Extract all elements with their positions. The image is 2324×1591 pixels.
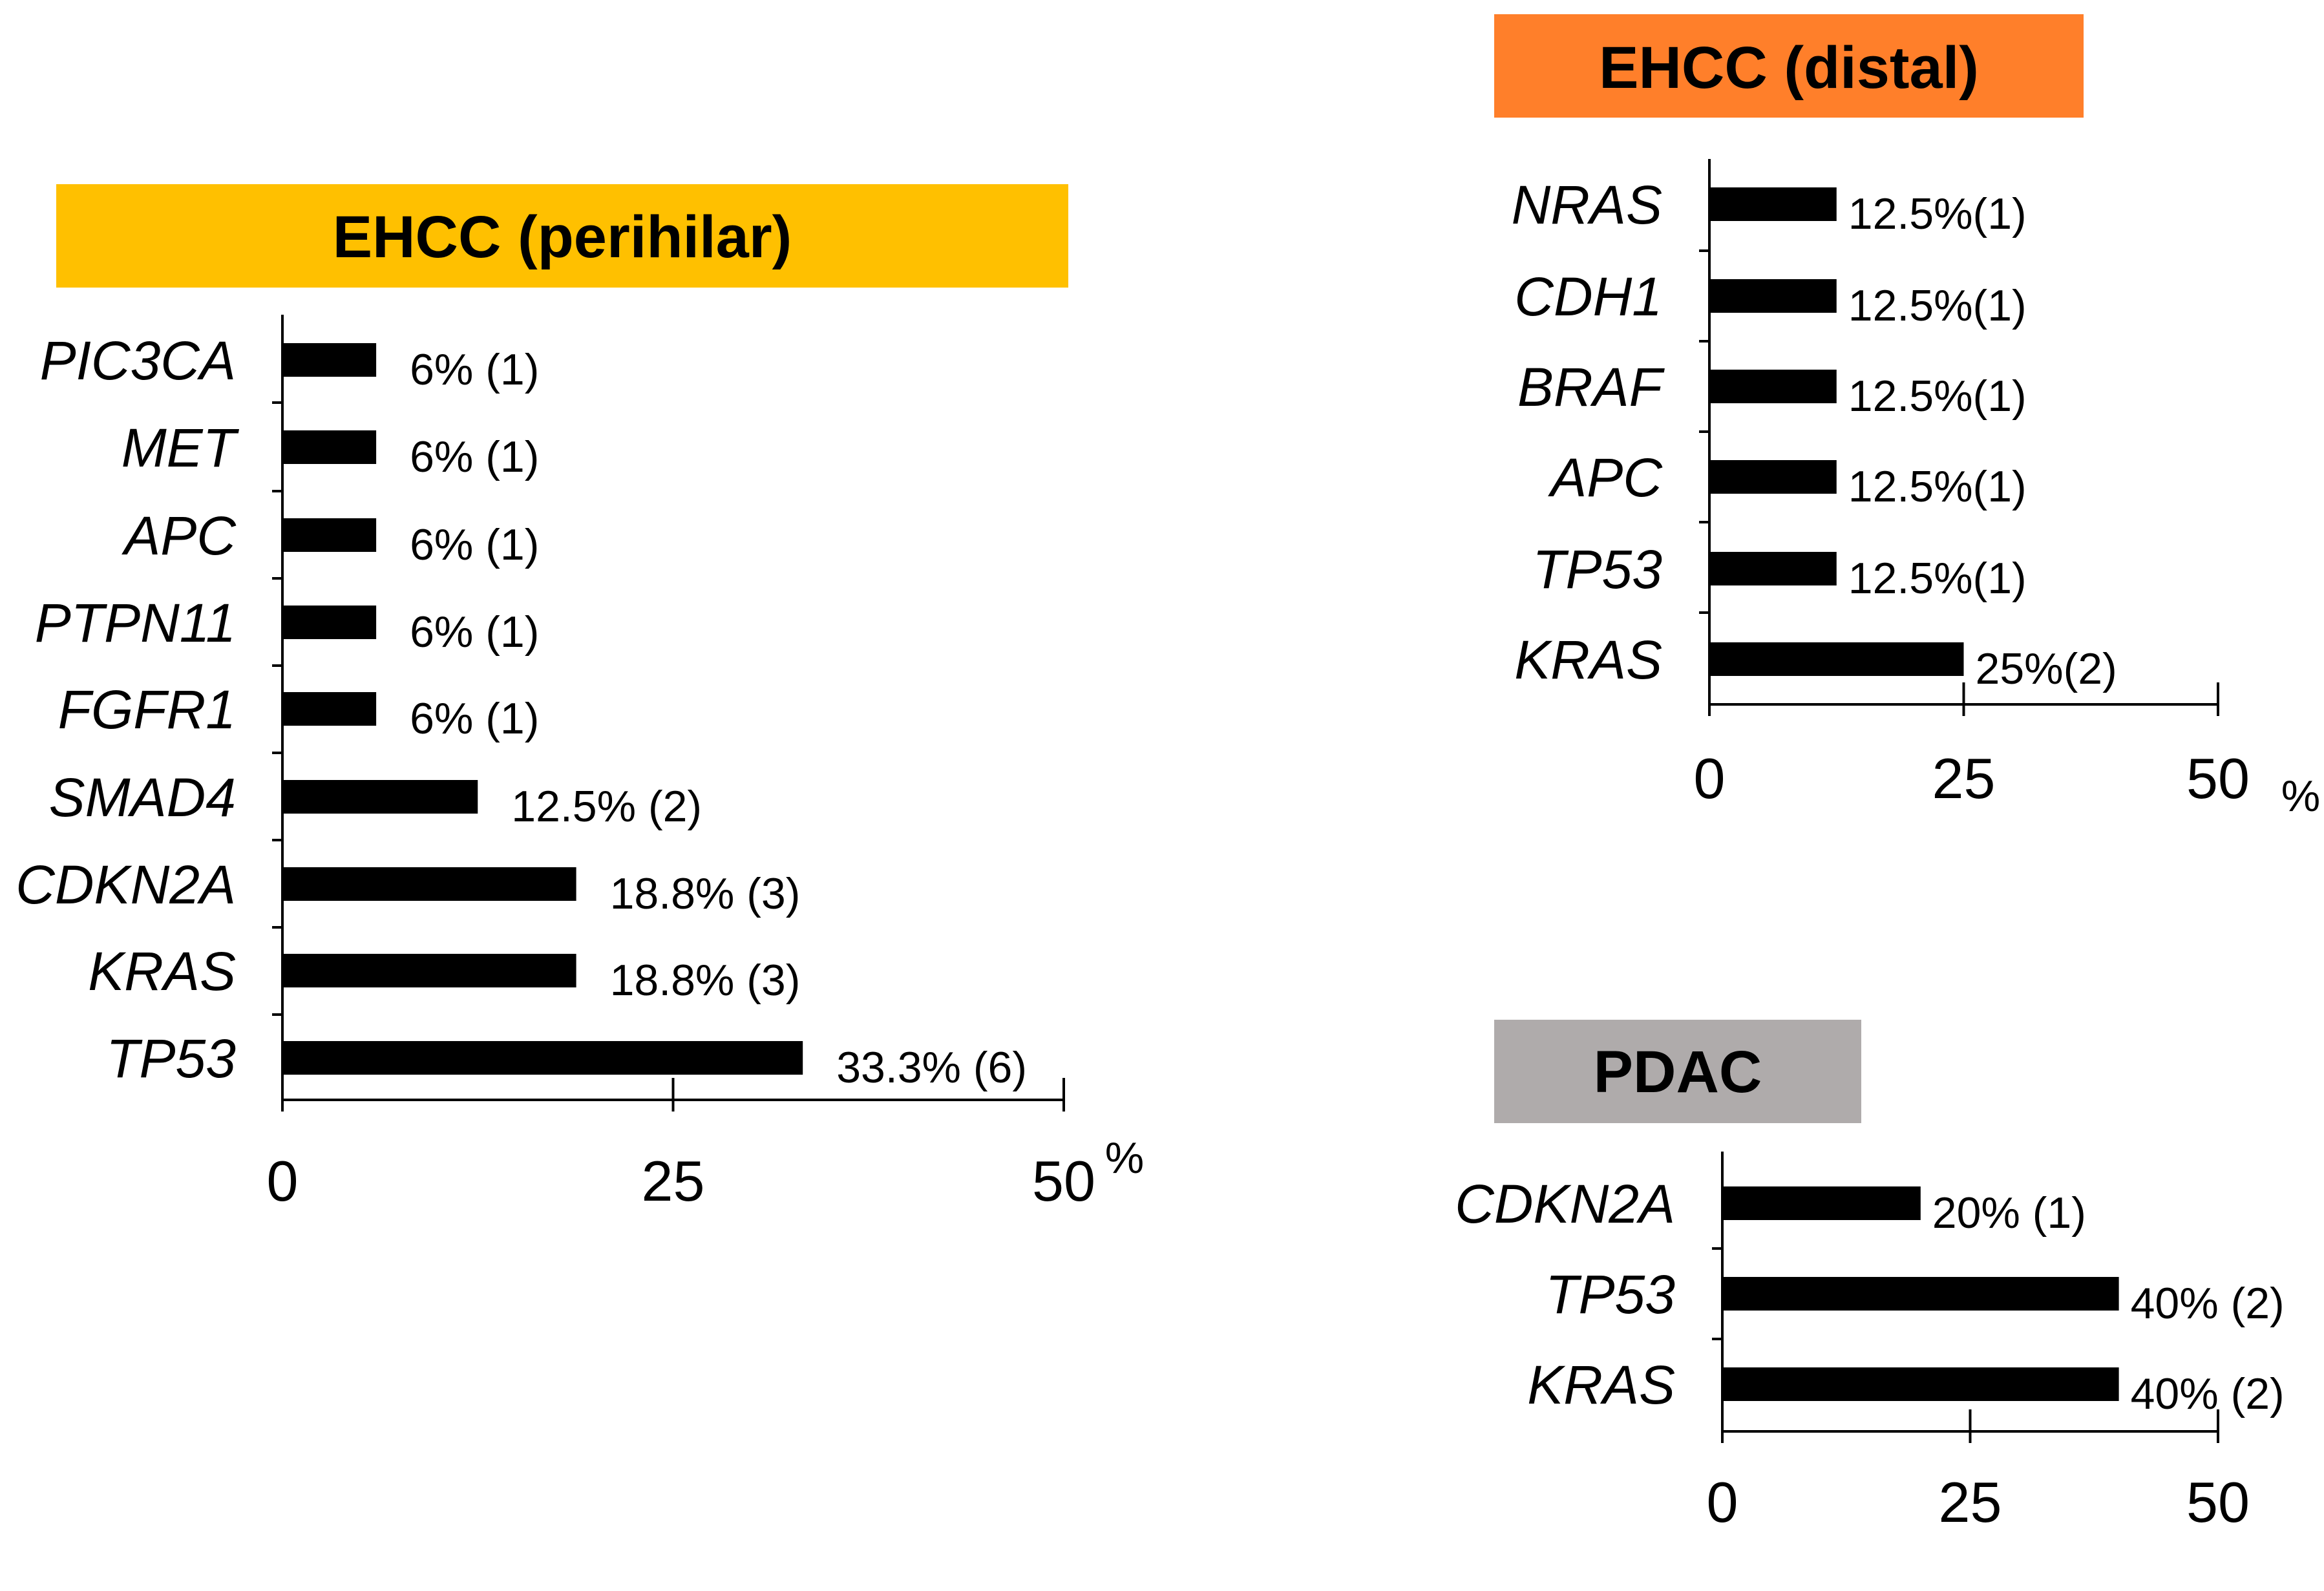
bar-perihilar-fgfr1: [282, 692, 377, 726]
category-label-distal-kras: KRAS: [1514, 629, 1662, 690]
bar-perihilar-kras: [282, 954, 576, 987]
bar-distal-apc: [1709, 460, 1837, 494]
data-label-perihilar-met: 6% (1): [410, 432, 539, 481]
data-label-perihilar-cdkn2a: 18.8% (3): [610, 869, 801, 918]
data-label-perihilar-smad4: 12.5% (2): [511, 782, 702, 831]
category-label-distal-cdh1: CDH1: [1514, 266, 1662, 327]
bar-perihilar-met: [282, 430, 377, 464]
category-label-perihilar-pic3ca: PIC3CA: [40, 330, 236, 391]
data-label-perihilar-tp53: 33.3% (6): [836, 1043, 1027, 1092]
chart-pdac: PDAC 0 25 50 CDKN2A 20% (1) TP53 40% (2) KRAS 40%…: [1455, 1020, 2285, 1534]
title-banner-perihilar: [56, 184, 1068, 288]
chart-title-distal: EHCC (distal): [1599, 35, 1979, 101]
bar-distal-kras: [1709, 642, 1964, 676]
x-tick-label-distal: 0: [1694, 746, 1726, 810]
bar-distal-nras: [1709, 187, 1837, 221]
data-label-distal-kras: 25%(2): [1976, 644, 2117, 693]
category-label-perihilar-fgfr1: FGFR1: [58, 679, 236, 740]
x-tick-label-pdac: 0: [1707, 1470, 1738, 1534]
bar-pdac-kras: [1722, 1367, 2119, 1401]
data-label-pdac-tp53: 40% (2): [2131, 1279, 2285, 1328]
x-tick-label-perihilar: 25: [642, 1149, 705, 1213]
title-banner-pdac: [1494, 1020, 1861, 1123]
category-label-pdac-kras: KRAS: [1527, 1354, 1675, 1415]
data-label-perihilar-apc: 6% (1): [410, 520, 539, 569]
category-label-distal-tp53: TP53: [1532, 539, 1662, 600]
data-label-distal-cdh1: 12.5%(1): [1848, 281, 2027, 330]
category-label-distal-braf: BRAF: [1517, 357, 1665, 417]
category-label-distal-nras: NRAS: [1512, 174, 1662, 235]
data-label-perihilar-pic3ca: 6% (1): [410, 345, 539, 394]
data-label-distal-nras: 12.5%(1): [1848, 189, 2027, 238]
category-label-perihilar-tp53: TP53: [106, 1028, 236, 1089]
category-label-perihilar-apc: APC: [121, 505, 237, 566]
bar-perihilar-apc: [282, 518, 377, 552]
category-label-perihilar-cdkn2a: CDKN2A: [16, 854, 236, 915]
bar-pdac-cdkn2a: [1722, 1186, 1921, 1220]
bar-pdac-tp53: [1722, 1277, 2119, 1311]
chart-ehcc-distal: EHCC (distal) 0 25 50 % NRAS 12.5%(1) CDH1 12.5%…: [1494, 14, 2320, 821]
data-label-distal-tp53: 12.5%(1): [1848, 554, 2027, 603]
bar-perihilar-smad4: [282, 780, 478, 814]
bar-perihilar-pic3ca: [282, 343, 377, 377]
title-banner-distal: [1494, 14, 2084, 118]
data-label-perihilar-fgfr1: 6% (1): [410, 694, 539, 743]
data-label-pdac-kras: 40% (2): [2131, 1369, 2285, 1418]
category-label-perihilar-met: MET: [121, 417, 240, 478]
bar-perihilar-cdkn2a: [282, 867, 576, 901]
category-label-pdac-tp53: TP53: [1545, 1264, 1675, 1325]
chart-ehcc-perihilar: EHCC (perihilar) 0 25 50 % PIC3CA 6% (1) MET 6% …: [16, 184, 1144, 1213]
category-label-perihilar-kras: KRAS: [88, 941, 236, 1002]
x-tick-label-distal: 50: [2186, 746, 2250, 810]
data-label-perihilar-kras: 18.8% (3): [610, 956, 801, 1005]
x-tick-label-pdac: 50: [2186, 1470, 2250, 1534]
chart-title-pdac: PDAC: [1594, 1039, 1762, 1105]
x-unit-label-perihilar: %: [1105, 1133, 1144, 1183]
data-label-pdac-cdkn2a: 20% (1): [1932, 1188, 2086, 1238]
bar-perihilar-tp53: [282, 1041, 803, 1075]
x-unit-label-distal: %: [2281, 772, 2320, 821]
x-tick-label-distal: 25: [1932, 746, 1996, 810]
x-tick-label-pdac: 25: [1939, 1470, 2002, 1534]
bar-perihilar-ptpn11: [282, 606, 377, 639]
bar-distal-tp53: [1709, 552, 1837, 585]
category-label-pdac-cdkn2a: CDKN2A: [1455, 1174, 1675, 1234]
category-label-distal-apc: APC: [1547, 447, 1663, 508]
chart-title-perihilar: EHCC (perihilar): [333, 204, 792, 270]
x-tick-label-perihilar: 0: [267, 1149, 299, 1213]
category-label-perihilar-smad4: SMAD4: [49, 767, 236, 828]
data-label-distal-braf: 12.5%(1): [1848, 372, 2027, 421]
x-tick-label-perihilar: 50: [1032, 1149, 1095, 1213]
bar-distal-braf: [1709, 370, 1837, 403]
category-label-perihilar-ptpn11: PTPN11: [35, 593, 236, 653]
bar-distal-cdh1: [1709, 279, 1837, 313]
data-label-perihilar-ptpn11: 6% (1): [410, 607, 539, 657]
data-label-distal-apc: 12.5%(1): [1848, 462, 2027, 511]
